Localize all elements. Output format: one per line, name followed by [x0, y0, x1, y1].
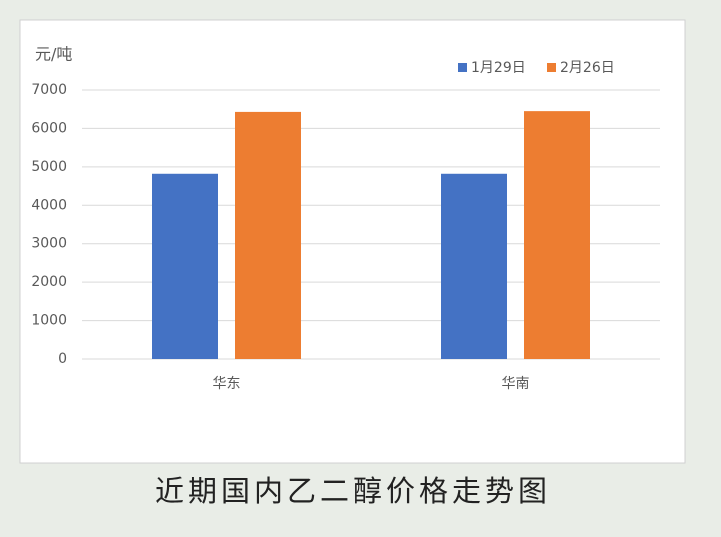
x-tick-label: 华东: [213, 376, 241, 392]
chart-title: 近期国内乙二醇价格走势图: [155, 474, 551, 508]
x-tick-label: 华南: [502, 376, 530, 392]
bar: [152, 173, 218, 359]
legend-swatch: [547, 63, 556, 72]
y-tick-label: 5000: [31, 159, 67, 175]
legend-label: 2月26日: [560, 60, 615, 76]
y-tick-label: 1000: [31, 313, 67, 329]
legend-swatch: [458, 63, 467, 72]
legend-label: 1月29日: [471, 60, 526, 76]
y-tick-label: 2000: [31, 274, 67, 290]
y-axis-label: 元/吨: [35, 45, 72, 64]
bar: [441, 173, 507, 359]
bar: [524, 111, 590, 359]
y-tick-label: 4000: [31, 197, 67, 213]
y-tick-label: 7000: [31, 82, 67, 98]
bar: [235, 111, 301, 359]
y-tick-label: 0: [58, 351, 67, 367]
y-tick-label: 6000: [31, 120, 67, 136]
y-tick-label: 3000: [31, 236, 67, 252]
